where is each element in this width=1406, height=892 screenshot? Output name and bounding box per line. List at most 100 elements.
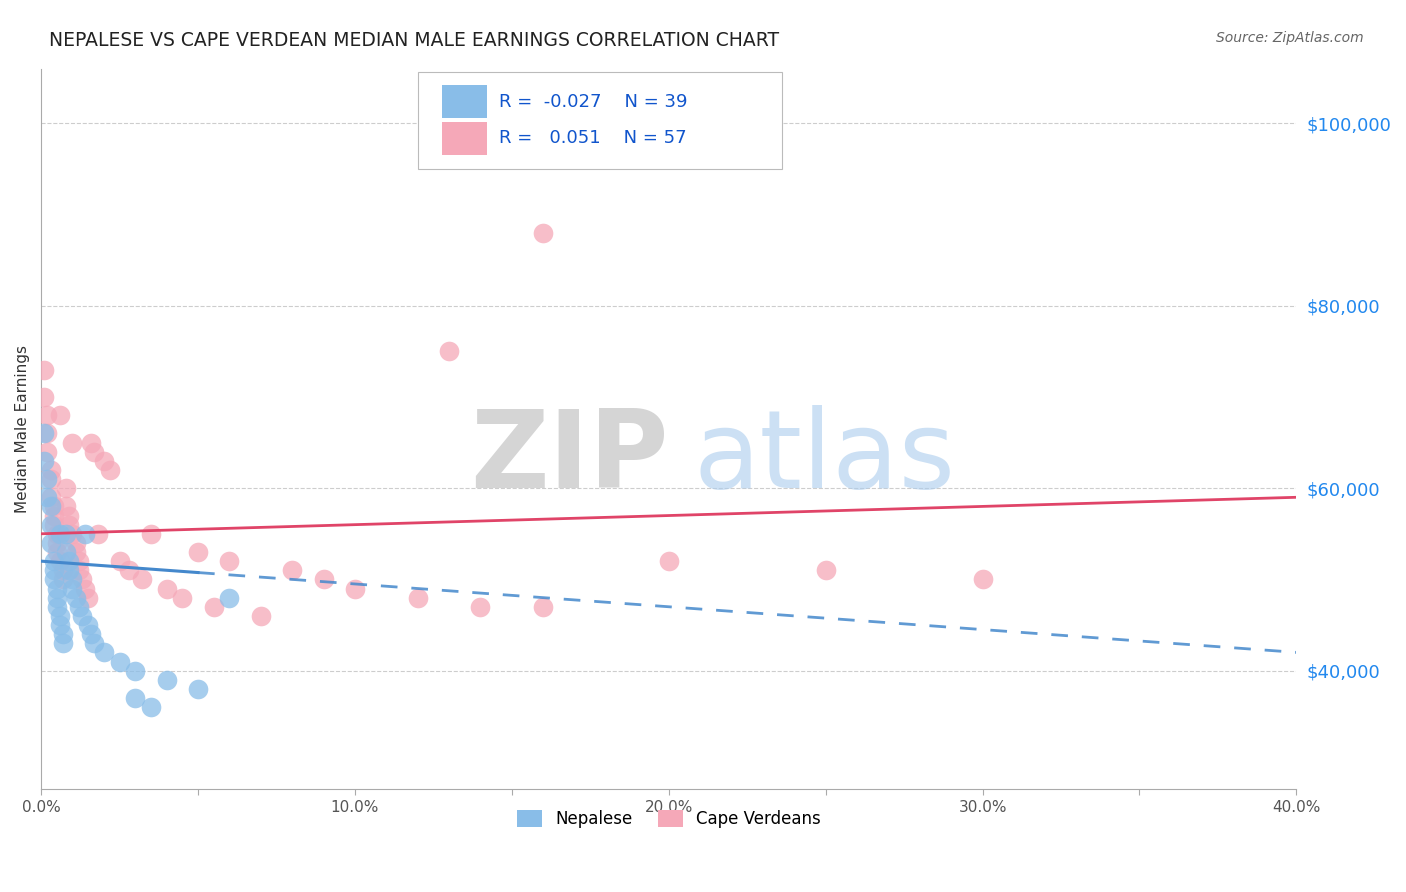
Point (187, 545, 209, 559)
Point (55, 481, 77, 495)
Point (658, 554, 681, 568)
Point (62, 582, 84, 596)
Point (67, 554, 90, 568)
Point (139, 526, 162, 541)
Point (37, 472, 59, 486)
Point (42, 517, 65, 532)
Point (249, 608, 271, 623)
Point (45, 536, 67, 550)
Point (39, 536, 62, 550)
Text: R =   0.051    N = 57: R = 0.051 N = 57 (499, 129, 688, 147)
Point (32, 390, 55, 404)
Text: NEPALESE VS CAPE VERDEAN MEDIAN MALE EARNINGS CORRELATION CHART: NEPALESE VS CAPE VERDEAN MEDIAN MALE EAR… (49, 31, 779, 50)
Point (37, 444, 59, 458)
Point (49, 526, 72, 541)
Point (42, 563, 65, 577)
Point (52, 627, 75, 641)
Text: atlas: atlas (695, 405, 956, 511)
Point (52, 573, 75, 587)
Text: R =  -0.027    N = 39: R = -0.027 N = 39 (499, 94, 688, 112)
Point (108, 554, 131, 568)
Point (62, 573, 84, 587)
Point (80, 435, 103, 450)
Point (67, 563, 90, 577)
Point (108, 655, 131, 669)
Point (65, 591, 87, 605)
Point (83, 444, 105, 458)
Point (49, 408, 72, 422)
Point (93, 645, 115, 659)
Point (70, 608, 93, 623)
Point (118, 563, 141, 577)
Point (312, 573, 335, 587)
Point (470, 599, 492, 614)
Point (972, 573, 994, 587)
Point (65, 536, 87, 550)
Point (124, 691, 146, 706)
Point (62, 435, 84, 450)
Point (70, 573, 93, 587)
Point (45, 591, 67, 605)
Point (73, 582, 96, 596)
Point (156, 673, 179, 687)
Point (45, 599, 67, 614)
Point (531, 599, 554, 614)
Point (437, 344, 460, 359)
Point (77, 618, 100, 632)
Point (83, 636, 105, 650)
Point (218, 591, 240, 605)
Point (58, 508, 80, 523)
Text: Source: ZipAtlas.com: Source: ZipAtlas.com (1216, 31, 1364, 45)
Legend: Nepalese, Cape Verdeans: Nepalese, Cape Verdeans (510, 804, 827, 835)
Point (55, 545, 77, 559)
Point (131, 573, 153, 587)
Point (139, 700, 162, 714)
Point (37, 491, 59, 505)
Point (52, 563, 75, 577)
Point (156, 582, 179, 596)
Point (32, 454, 55, 468)
Point (58, 563, 80, 577)
FancyBboxPatch shape (418, 72, 782, 169)
Point (39, 472, 62, 486)
Point (55, 500, 77, 514)
Point (93, 454, 115, 468)
Y-axis label: Median Male Earnings: Median Male Earnings (15, 345, 30, 513)
Point (58, 554, 80, 568)
Point (45, 526, 67, 541)
Point (42, 508, 65, 523)
Point (77, 591, 100, 605)
Point (62, 526, 84, 541)
Point (281, 563, 304, 577)
Point (531, 226, 554, 240)
Point (42, 500, 65, 514)
Point (65, 545, 87, 559)
Point (98, 463, 121, 477)
Point (45, 545, 67, 559)
Text: ZIP: ZIP (470, 405, 669, 511)
Point (32, 362, 55, 376)
Point (172, 591, 194, 605)
Point (814, 563, 837, 577)
Point (49, 554, 72, 568)
Point (39, 463, 62, 477)
Point (49, 618, 72, 632)
Point (52, 636, 75, 650)
Point (73, 526, 96, 541)
FancyBboxPatch shape (441, 122, 486, 155)
Point (343, 582, 366, 596)
Point (42, 573, 65, 587)
FancyBboxPatch shape (441, 85, 486, 119)
Point (406, 591, 429, 605)
Point (49, 608, 72, 623)
Point (80, 627, 103, 641)
Point (39, 500, 62, 514)
Point (42, 554, 65, 568)
Point (58, 517, 80, 532)
Point (37, 408, 59, 422)
Point (39, 491, 62, 505)
Point (67, 599, 90, 614)
Point (86, 526, 108, 541)
Point (187, 681, 209, 696)
Point (32, 426, 55, 441)
